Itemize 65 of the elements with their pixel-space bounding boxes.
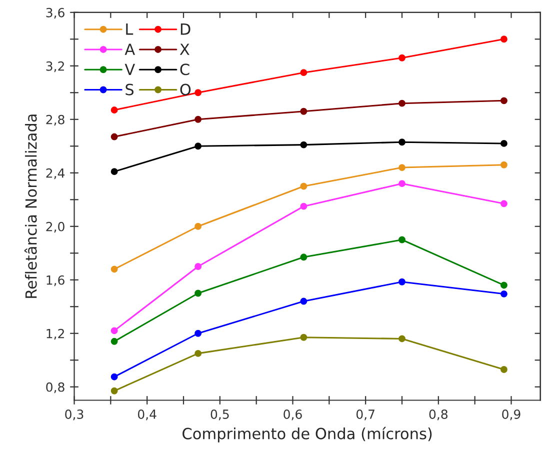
y-axis-title: Refletância Normalizada xyxy=(24,114,37,298)
point xyxy=(110,266,118,273)
legend-label: O xyxy=(180,84,191,96)
point xyxy=(398,138,406,146)
point xyxy=(194,142,202,150)
point xyxy=(500,161,508,168)
x-tick-label: 0,3 xyxy=(65,409,84,420)
y-tick-label: 1,2 xyxy=(46,328,64,340)
point xyxy=(194,222,202,230)
point xyxy=(500,36,508,43)
point xyxy=(110,106,118,114)
y-tick-label: 1,6 xyxy=(46,275,64,286)
x-tick-label: 0,8 xyxy=(429,409,448,420)
point xyxy=(398,180,406,188)
point xyxy=(110,387,118,394)
point xyxy=(500,290,508,298)
point xyxy=(110,327,118,334)
point xyxy=(300,298,308,305)
point xyxy=(500,282,508,289)
x-axis-title: Comprimento de Onda (mícrons) xyxy=(182,426,432,442)
point xyxy=(500,97,508,104)
point xyxy=(194,89,202,96)
y-tick-label: 2,8 xyxy=(46,114,64,126)
point xyxy=(300,334,308,341)
point xyxy=(300,69,308,76)
point xyxy=(300,182,308,190)
legend-label: C xyxy=(180,64,190,76)
y-tick-label: 2,4 xyxy=(46,168,65,180)
legend-label: L xyxy=(126,24,134,35)
point xyxy=(398,54,406,62)
y-tick-label: 3,6 xyxy=(46,8,64,19)
point xyxy=(194,263,202,270)
legend-label: D xyxy=(180,24,190,35)
point xyxy=(110,133,118,140)
x-tick-label: 0,4 xyxy=(138,409,156,420)
point xyxy=(300,202,308,210)
y-tick-label: 2,0 xyxy=(46,222,64,233)
point xyxy=(398,100,406,107)
point xyxy=(194,330,202,337)
y-tick-label: 0,8 xyxy=(46,382,64,394)
x-tick-label: 0,5 xyxy=(210,409,229,420)
legend-label: V xyxy=(124,64,135,75)
point xyxy=(398,278,406,286)
point xyxy=(110,338,118,345)
x-tick-label: 0,6 xyxy=(284,409,302,420)
legend-label: X xyxy=(180,44,190,55)
point xyxy=(300,141,308,148)
point xyxy=(398,164,406,172)
point xyxy=(300,108,308,115)
point xyxy=(300,254,308,261)
point xyxy=(398,236,406,244)
x-tick-label: 0,7 xyxy=(356,409,374,420)
point xyxy=(194,350,202,357)
point xyxy=(500,200,508,208)
point xyxy=(194,290,202,297)
point xyxy=(500,366,508,373)
point xyxy=(110,373,118,380)
point xyxy=(500,140,508,147)
legend-label: S xyxy=(126,84,134,96)
point xyxy=(194,116,202,123)
point xyxy=(110,168,118,176)
y-tick-label: 3,2 xyxy=(46,61,64,72)
point xyxy=(398,335,406,342)
x-tick-label: 0,9 xyxy=(502,409,520,420)
legend-label: A xyxy=(124,44,135,55)
